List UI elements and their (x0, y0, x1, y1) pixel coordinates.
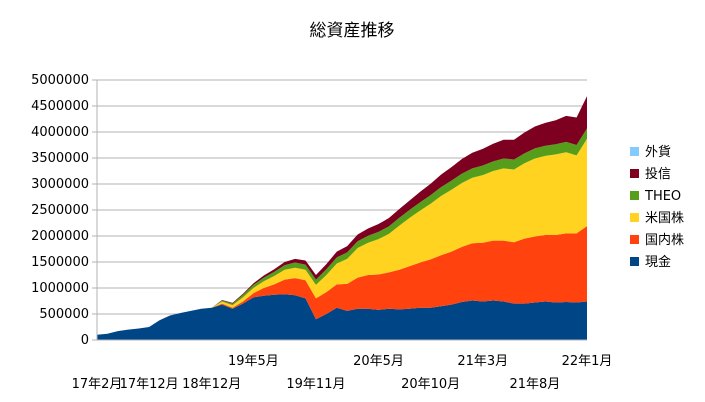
legend-label: 国内株 (645, 232, 684, 248)
chart-title: 総資産推移 (310, 21, 395, 41)
legend-label: 米国株 (645, 211, 684, 226)
y-tick-label: 1000000 (31, 281, 89, 296)
legend-label: 投信 (645, 166, 671, 182)
area-現金 (97, 294, 587, 340)
y-tick-label: 1500000 (31, 255, 89, 270)
y-tick-label: 4000000 (31, 125, 89, 140)
area-国内株 (97, 226, 587, 335)
y-tick-label: 4500000 (31, 99, 89, 114)
area-THEO (97, 128, 587, 335)
y-tick-label: 0 (81, 333, 89, 348)
area-米国株 (97, 138, 587, 335)
y-tick-label: 5000000 (31, 73, 89, 88)
x-tick-label: 17年12月 (120, 377, 179, 392)
y-tick-label: 500000 (39, 307, 89, 322)
legend-swatch (630, 147, 639, 156)
x-tick-label: 19年11月 (286, 377, 345, 392)
x-tick-label: 19年5月 (228, 354, 279, 369)
x-tick-label: 21年8月 (509, 377, 560, 392)
x-tick-label: 20年5月 (353, 354, 404, 369)
legend-swatch (630, 235, 639, 244)
x-tick-label: 21年3月 (457, 354, 508, 369)
x-tick-label: 17年2月 (72, 377, 123, 392)
y-tick-label: 2500000 (31, 203, 89, 218)
legend-swatch (630, 213, 639, 222)
y-axis-ticks: 0 500000 1000000 1500000 2000000 2500000 30000… (31, 73, 97, 348)
legend-label: 現金 (645, 254, 671, 270)
legend-swatch (630, 191, 639, 200)
y-tick-label: 3000000 (31, 177, 89, 192)
y-tick-label: 3500000 (31, 151, 89, 166)
legend-swatch (630, 257, 639, 266)
y-tick-label: 2000000 (31, 229, 89, 244)
x-tick-label: 20年10月 (401, 377, 460, 392)
x-tick-label: 18年12月 (182, 377, 241, 392)
stacked-areas (97, 96, 587, 340)
legend-swatch (630, 169, 639, 178)
legend-label: THEO (644, 189, 681, 204)
x-tick-label: 22年1月 (562, 354, 613, 369)
legend-label: 外貨 (645, 144, 671, 160)
